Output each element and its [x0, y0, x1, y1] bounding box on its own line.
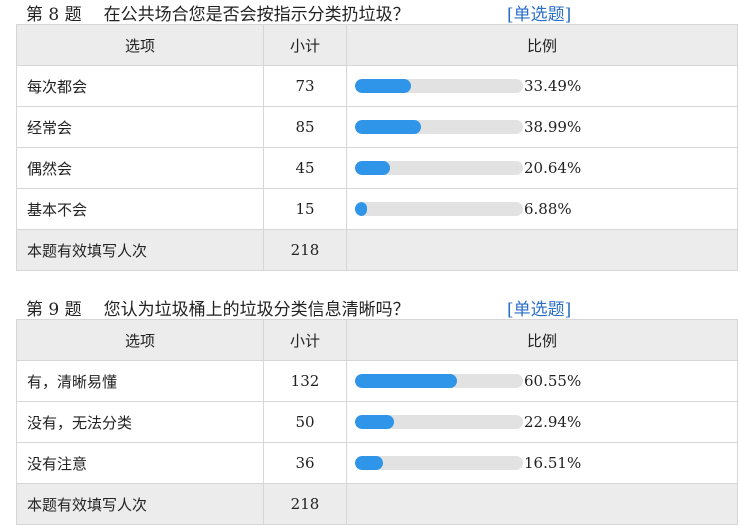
header-count: 小计 [263, 24, 347, 66]
option-ratio-cell: 33.49% [346, 65, 738, 107]
total-label: 本题有效填写人次 [16, 229, 264, 271]
option-label: 偶然会 [16, 147, 264, 189]
option-count: 36 [263, 442, 347, 484]
option-label: 有，清晰易懂 [16, 360, 264, 402]
total-count: 218 [263, 229, 347, 271]
progress-bar-fill [355, 202, 367, 216]
option-row: 每次都会 73 33.49% [16, 65, 738, 107]
option-ratio-cell: 20.64% [346, 147, 738, 189]
progress-bar-track [355, 415, 523, 429]
total-row: 本题有效填写人次 218 [16, 483, 738, 525]
option-row: 有，清晰易懂 132 60.55% [16, 360, 738, 402]
table-header-row: 选项 小计 比例 [16, 319, 738, 361]
option-percentage: 16.51% [524, 454, 582, 472]
table-header-row: 选项 小计 比例 [16, 24, 738, 66]
ratio-bar-wrap: 6.88% [355, 200, 737, 218]
option-count: 50 [263, 401, 347, 443]
ratio-bar-wrap: 33.49% [355, 77, 737, 95]
ratio-bar-wrap: 60.55% [355, 372, 737, 390]
option-count: 45 [263, 147, 347, 189]
total-empty-cell [346, 483, 738, 525]
question-type-label: [单选题] [507, 5, 572, 25]
progress-bar-track [355, 120, 523, 134]
option-percentage: 33.49% [524, 77, 582, 95]
progress-bar-fill [355, 456, 383, 470]
progress-bar-track [355, 374, 523, 388]
progress-bar-track [355, 456, 523, 470]
header-option: 选项 [16, 319, 264, 361]
question-text: 在公共场合您是否会按指示分类扔垃圾？ [103, 5, 410, 25]
option-ratio-cell: 38.99% [346, 106, 738, 148]
progress-bar-fill [355, 374, 457, 388]
progress-bar-fill [355, 415, 394, 429]
total-count: 218 [263, 483, 347, 525]
option-count: 85 [263, 106, 347, 148]
option-ratio-cell: 16.51% [346, 442, 738, 484]
progress-bar-fill [355, 79, 412, 93]
ratio-bar-wrap: 38.99% [355, 118, 737, 136]
header-ratio: 比例 [346, 24, 738, 66]
option-count: 15 [263, 188, 347, 230]
total-row: 本题有效填写人次 218 [16, 229, 738, 271]
option-ratio-cell: 22.94% [346, 401, 738, 443]
header-count: 小计 [263, 319, 347, 361]
total-label: 本题有效填写人次 [16, 483, 264, 525]
ratio-bar-wrap: 20.64% [355, 159, 737, 177]
total-empty-cell [346, 229, 738, 271]
header-ratio: 比例 [346, 319, 738, 361]
ratio-bar-wrap: 16.51% [355, 454, 737, 472]
option-percentage: 6.88% [524, 200, 572, 218]
progress-bar-track [355, 79, 523, 93]
progress-bar-track [355, 161, 523, 175]
option-row: 没有注意 36 16.51% [16, 442, 738, 484]
question-title: 第 9 题 您认为垃圾桶上的垃圾分类信息清晰吗？ [26, 295, 410, 320]
question-type-label: [单选题] [507, 300, 572, 320]
option-row: 偶然会 45 20.64% [16, 147, 738, 189]
option-row: 基本不会 15 6.88% [16, 188, 738, 230]
option-percentage: 38.99% [524, 118, 582, 136]
result-table: 选项 小计 比例 每次都会 73 33.49% 经常会 85 38.99% 偶然会 45 20.… [16, 24, 738, 271]
result-table: 选项 小计 比例 有，清晰易懂 132 60.55% 没有，无法分类 50 22.94% 没… [16, 319, 738, 525]
header-option: 选项 [16, 24, 264, 66]
option-percentage: 22.94% [524, 413, 582, 431]
option-percentage: 20.64% [524, 159, 582, 177]
ratio-bar-wrap: 22.94% [355, 413, 737, 431]
option-ratio-cell: 60.55% [346, 360, 738, 402]
option-percentage: 60.55% [524, 372, 582, 390]
option-label: 没有注意 [16, 442, 264, 484]
option-ratio-cell: 6.88% [346, 188, 738, 230]
option-label: 基本不会 [16, 188, 264, 230]
progress-bar-track [355, 202, 523, 216]
question-number: 第 9 题 [26, 300, 82, 320]
option-label: 没有，无法分类 [16, 401, 264, 443]
option-count: 132 [263, 360, 347, 402]
option-label: 经常会 [16, 106, 264, 148]
option-row: 没有，无法分类 50 22.94% [16, 401, 738, 443]
option-label: 每次都会 [16, 65, 264, 107]
option-count: 73 [263, 65, 347, 107]
progress-bar-fill [355, 120, 421, 134]
progress-bar-fill [355, 161, 390, 175]
question-number: 第 8 题 [26, 5, 82, 25]
question-title: 第 8 题 在公共场合您是否会按指示分类扔垃圾？ [26, 0, 410, 25]
option-row: 经常会 85 38.99% [16, 106, 738, 148]
question-text: 您认为垃圾桶上的垃圾分类信息清晰吗？ [103, 300, 410, 320]
